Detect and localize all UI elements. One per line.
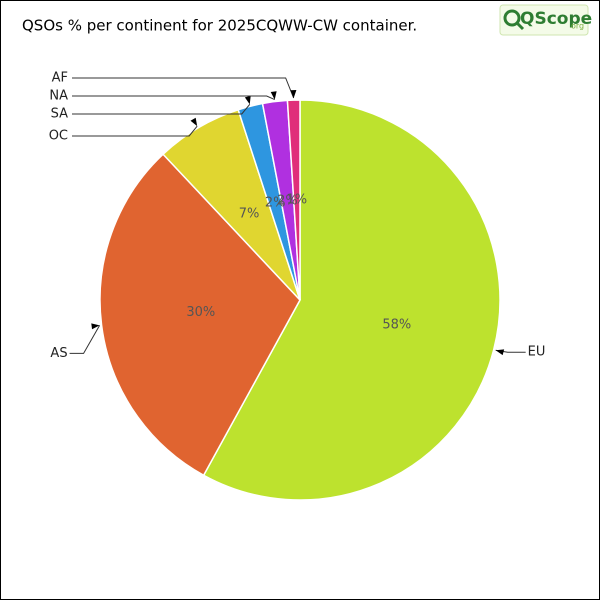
leader-arrow xyxy=(270,91,277,100)
category-label: SA xyxy=(51,107,68,122)
logo-icon xyxy=(515,21,525,31)
leader-line xyxy=(72,125,198,137)
category-label: EU xyxy=(528,345,546,360)
category-label: NA xyxy=(49,89,68,104)
category-label: OC xyxy=(49,129,68,144)
chart-title: QSOs % per continent for 2025CQWW-CW con… xyxy=(22,17,417,35)
leader-arrow xyxy=(244,95,251,105)
leader-arrow xyxy=(91,323,100,330)
leader-line xyxy=(72,95,275,101)
pie-slice xyxy=(99,153,301,477)
leader-line xyxy=(72,104,251,115)
value-label: 58% xyxy=(382,317,411,332)
logo-suffix: org xyxy=(571,22,584,31)
category-label: AF xyxy=(52,71,68,86)
category-label: AS xyxy=(50,346,67,361)
pie-slice xyxy=(202,99,501,501)
value-label: 7% xyxy=(239,206,260,221)
value-label: 2% xyxy=(277,193,298,208)
leader-line xyxy=(69,325,101,354)
pie-slice xyxy=(286,99,301,301)
value-label: 2% xyxy=(265,196,286,211)
leader-arrow xyxy=(190,117,198,127)
value-label: 30% xyxy=(186,305,215,320)
logo: QScope org xyxy=(499,4,592,36)
logo-icon xyxy=(503,9,521,27)
leader-arrow xyxy=(495,349,505,356)
logo-text: QScope xyxy=(520,9,592,29)
leader-arrow xyxy=(290,90,297,99)
value-label: 1% xyxy=(287,193,308,208)
